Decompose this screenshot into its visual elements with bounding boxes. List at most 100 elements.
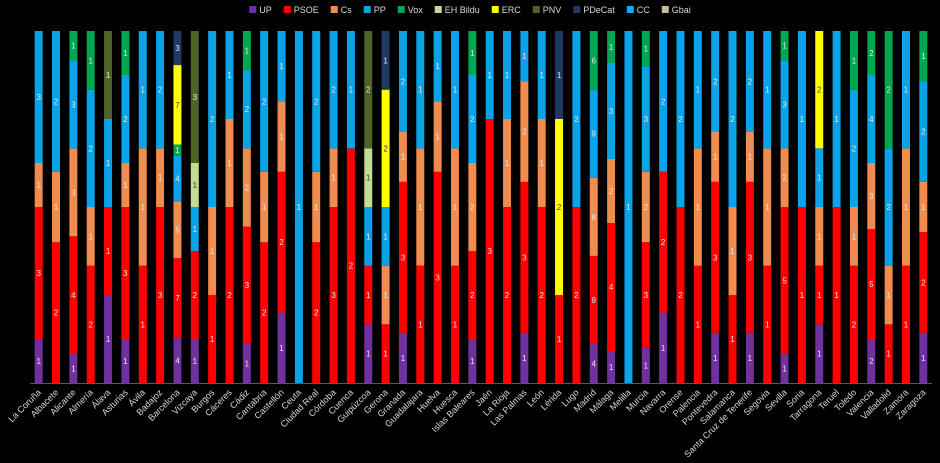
data-label-zaragoza-vox: 1 (921, 52, 926, 61)
data-label-castellon-pp: 1 (279, 62, 284, 71)
legend-label-cc: CC (637, 5, 650, 15)
bar-badajoz-psoe (156, 207, 165, 383)
data-label-las-palmas-pp: 1 (522, 52, 527, 61)
data-label-lerida-pdecat: 1 (557, 71, 562, 80)
data-label-vizcaya-pp: 1 (193, 225, 198, 234)
bar-sevilla-psoe (780, 207, 789, 354)
bar-segovia-psoe (763, 265, 772, 383)
data-label-leon-cs: 1 (539, 159, 544, 168)
bar-stack-vizcaya: 1 2 1 1 3 (190, 31, 199, 383)
data-label-castellon-cs: 1 (279, 133, 284, 142)
bar-vizcaya-eh-bildu (190, 163, 199, 207)
data-label-granada-cs: 1 (401, 153, 406, 162)
bar-valladolid-psoe (884, 324, 893, 383)
bar-lugo-pp (572, 31, 581, 207)
data-label-alicante-cs: 3 (71, 188, 76, 197)
bar-malaga-up (607, 351, 616, 383)
data-label-cordoba-psoe: 3 (331, 291, 336, 300)
bar-cordoba-cs (329, 148, 338, 207)
bar-zamora-pp (901, 31, 910, 149)
data-label-alicante-psoe: 4 (71, 291, 76, 300)
data-label-burgos-psoe: 1 (210, 335, 215, 344)
data-label-granada-up: 1 (401, 354, 406, 363)
data-label-asturias-cs: 1 (123, 181, 128, 190)
bar-melilla-pp (624, 31, 633, 383)
data-label-vizcaya-psoe: 2 (193, 291, 198, 300)
bar-madrid-pp (589, 89, 598, 178)
bar-stack-alava: 1 1 1 1 (104, 31, 113, 383)
data-label-guadalajara-psoe: 1 (418, 320, 423, 329)
bar-la-coruna-psoe (34, 207, 43, 339)
legend-label-gbai: Gbai (672, 5, 691, 15)
data-label-palencia-pp: 1 (696, 86, 701, 95)
bar-albacete-cs (52, 171, 61, 243)
bar-badajoz-cs (156, 148, 165, 207)
data-label-murcia-psoe: 3 (644, 291, 649, 300)
bar-caceres-pp (225, 31, 234, 119)
bar-alava-up (104, 295, 113, 383)
data-label-avila-cs: 1 (141, 203, 146, 212)
bar-gerona-psoe (381, 324, 390, 383)
bar-valencia-vox (867, 31, 876, 75)
bar-stack-avila: 1 1 1 (138, 31, 147, 383)
data-label-valladolid-cs: 1 (886, 291, 891, 300)
bar-santa-cruz-de-tenerife-psoe (745, 181, 754, 333)
legend-swatch-pnv (532, 6, 540, 13)
data-label-barcelona-vox: 1 (175, 146, 180, 155)
data-label-pontevedra-up: 1 (713, 354, 718, 363)
bar-soria-psoe (797, 207, 806, 383)
data-label-murcia-vox: 1 (644, 45, 649, 54)
data-label-malaga-pp: 3 (609, 107, 614, 116)
bar-stack-ceuta: 1 (294, 31, 303, 383)
data-label-la-coruna-cs: 1 (36, 181, 41, 190)
legend-label-pnv: PNV (543, 5, 562, 15)
data-label-orense-psoe: 2 (678, 291, 683, 300)
legend-label-erc: ERC (502, 5, 522, 15)
legend-swatch-pp (363, 6, 371, 13)
legend-item-pnv: PNV (532, 5, 562, 15)
bar-stack-alicante: 1 4 3 3 1 (69, 31, 78, 383)
data-label-vizcaya-pnv: 3 (193, 93, 198, 102)
bar-murcia-vox (641, 31, 650, 67)
legend-swatch-pdecat (573, 6, 581, 13)
data-label-granada-pp: 2 (401, 77, 406, 86)
bar-la-rioja-psoe (503, 207, 512, 383)
bar-almeria-psoe (86, 265, 95, 383)
bar-malaga-vox (607, 31, 616, 63)
data-label-alicante-up: 1 (71, 364, 76, 373)
data-label-teruel-pp: 1 (834, 115, 839, 124)
data-label-gerona-psoe: 1 (383, 350, 388, 359)
bar-burgos-psoe (208, 295, 217, 383)
bar-ciudad-real-pp (312, 31, 321, 172)
bar-teruel-pp (832, 31, 841, 207)
bar-sevilla-vox (780, 31, 789, 61)
bar-islas-baleares-cs (468, 163, 477, 251)
data-label-albacete-pp: 2 (54, 97, 59, 106)
bar-stack-las-palmas: 1 3 2 1 (520, 31, 529, 383)
bar-guadalajara-pp (416, 31, 425, 149)
bar-castellon-up (277, 312, 286, 383)
legend-swatch-vox (397, 6, 405, 13)
bar-burgos-cs (208, 207, 217, 295)
bar-cuenca-pp (346, 31, 355, 149)
bar-stack-leon: 2 1 1 (537, 31, 546, 383)
data-label-granada-psoe: 3 (401, 253, 406, 262)
bar-cordoba-pp (329, 31, 338, 149)
data-label-valencia-vox: 2 (869, 49, 874, 58)
data-label-asturias-psoe: 3 (123, 269, 128, 278)
data-label-islas-baleares-psoe: 2 (470, 291, 475, 300)
data-label-huesca-pp: 1 (453, 86, 458, 95)
legend-label-pp: PP (374, 5, 386, 15)
bar-salamanca-pp (728, 31, 737, 207)
data-label-jaen-pp: 1 (487, 71, 492, 80)
data-label-caceres-cs: 1 (227, 159, 232, 168)
data-label-badajoz-psoe: 3 (158, 291, 163, 300)
data-label-navarra-up: 1 (661, 344, 666, 353)
bar-murcia-pp (641, 66, 650, 172)
data-label-cordoba-pp: 2 (331, 86, 336, 95)
bar-soria-pp (797, 31, 806, 207)
bar-malaga-pp (607, 63, 616, 159)
bar-vizcaya-psoe (190, 251, 199, 339)
legend-item-pp: PP (363, 5, 386, 15)
data-label-alava-pnv: 1 (106, 71, 111, 80)
